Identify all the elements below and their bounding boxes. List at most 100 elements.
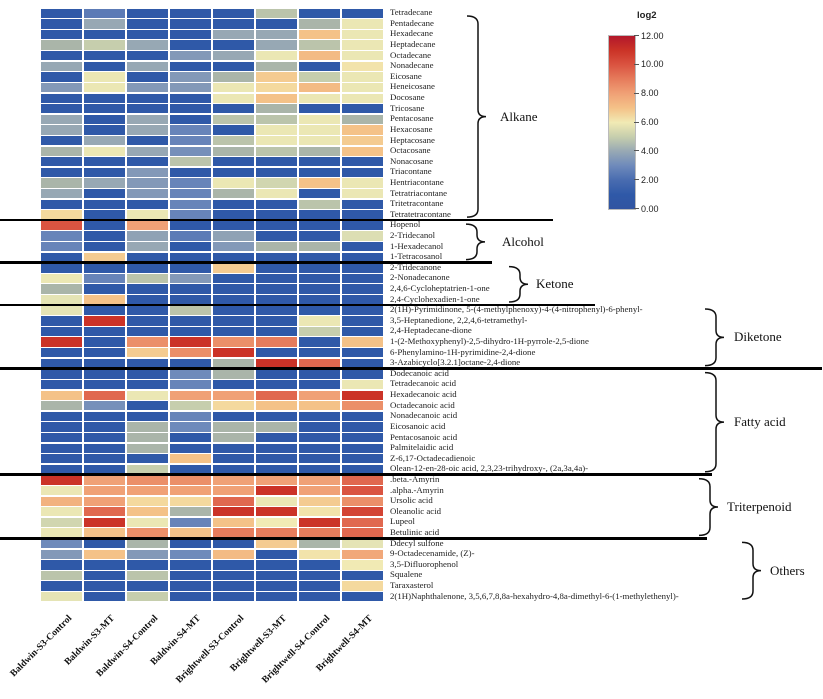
heatmap-cell xyxy=(341,411,384,422)
heatmap-cell xyxy=(255,199,298,209)
heatmap-cell xyxy=(255,592,298,602)
heatmap-cell xyxy=(298,273,341,284)
heatmap-cell xyxy=(169,570,212,581)
heatmap-cell xyxy=(126,29,169,40)
heatmap-cell xyxy=(126,146,169,156)
heatmap-cell xyxy=(169,538,212,549)
heatmap-cell xyxy=(169,475,212,485)
row-label: 2-Tridecanol xyxy=(390,229,436,240)
heatmap-cell xyxy=(83,549,126,559)
row-label: Tetradecanoic acid xyxy=(390,378,457,389)
heatmap-cell xyxy=(298,40,341,50)
heatmap-cell xyxy=(298,570,341,581)
heatmap-cell xyxy=(83,19,126,29)
heatmap-cell xyxy=(83,29,126,40)
heatmap-cell xyxy=(169,242,212,252)
heatmap-cell xyxy=(341,305,384,315)
heatmap-cell xyxy=(40,432,83,443)
heatmap-cell xyxy=(126,379,169,390)
heatmap-cell xyxy=(83,411,126,422)
heatmap-cell xyxy=(83,326,126,337)
row-label: Hexadecanoic acid xyxy=(390,389,457,400)
heatmap-cell xyxy=(298,8,341,18)
heatmap-cell xyxy=(40,135,83,146)
row-label: 9-Octadecenamide, (Z)- xyxy=(390,548,475,559)
heatmap-cell xyxy=(169,273,212,284)
heatmap-cell xyxy=(40,390,83,400)
heatmap-cell xyxy=(255,485,298,496)
heatmap-cell xyxy=(40,528,83,538)
heatmap-cell xyxy=(40,61,83,71)
heatmap-cell xyxy=(169,464,212,475)
heatmap-cell xyxy=(212,475,255,485)
heatmap-cell xyxy=(169,337,212,347)
heatmap-cell xyxy=(341,369,384,379)
heatmap-cell xyxy=(83,507,126,517)
heatmap-cell xyxy=(126,411,169,422)
heatmap-cell xyxy=(126,337,169,347)
heatmap-cell xyxy=(169,326,212,337)
row-label: 3,5-Heptanedione, 2,2,4,6-tetramethyl- xyxy=(390,314,528,325)
heatmap-cell xyxy=(126,390,169,400)
heatmap-cell xyxy=(298,167,341,178)
heatmap-cell xyxy=(40,51,83,61)
legend-tick-mark xyxy=(634,179,639,181)
heatmap-cell xyxy=(126,507,169,517)
heatmap-cell xyxy=(83,61,126,71)
heatmap-cell xyxy=(298,220,341,231)
heatmap-cell xyxy=(255,432,298,443)
row-label: 1-(2-Methoxyphenyl)-2,5-dihydro-1H-pyrro… xyxy=(390,336,589,346)
heatmap-cell xyxy=(169,61,212,71)
row-label: Olean-12-en-28-oic acid, 2,3,23-trihydro… xyxy=(390,463,589,474)
heatmap-cell xyxy=(126,220,169,231)
heatmap-cell xyxy=(83,570,126,581)
heatmap-cell xyxy=(83,178,126,188)
group-separator-line xyxy=(0,537,707,540)
heatmap-cell xyxy=(83,517,126,528)
heatmap-cell xyxy=(255,528,298,538)
row-label: Palmitelaidic acid xyxy=(390,442,454,453)
group-bracket xyxy=(465,223,486,261)
heatmap-cell xyxy=(83,104,126,114)
heatmap-cell xyxy=(212,146,255,156)
legend-tick-label: 2.00 xyxy=(641,174,659,185)
heatmap-cell xyxy=(40,82,83,93)
heatmap-cell xyxy=(126,8,169,18)
heatmap-cell xyxy=(40,422,83,432)
heatmap-cell xyxy=(212,538,255,549)
heatmap-cell xyxy=(40,157,83,167)
row-label: Docosane xyxy=(390,92,425,103)
heatmap-cell xyxy=(212,496,255,506)
heatmap-cell xyxy=(40,114,83,125)
heatmap-cell xyxy=(126,549,169,559)
heatmap-cell xyxy=(40,167,83,178)
heatmap-cell xyxy=(126,51,169,61)
row-label: 1-Hexadecanol xyxy=(390,240,444,251)
heatmap-cell xyxy=(126,199,169,209)
heatmap-cell xyxy=(40,305,83,315)
group-separator-line xyxy=(0,218,553,222)
heatmap-cell xyxy=(169,581,212,591)
group-separator-line xyxy=(0,261,492,264)
heatmap-cell xyxy=(169,157,212,167)
heatmap-cell xyxy=(212,188,255,199)
heatmap-cell xyxy=(212,517,255,528)
heatmap-cell xyxy=(40,29,83,40)
heatmap-cell xyxy=(341,528,384,538)
heatmap-cell xyxy=(83,337,126,347)
heatmap-cell xyxy=(126,305,169,315)
heatmap-cell xyxy=(255,8,298,18)
row-label: Tetratetracontane xyxy=(390,208,451,219)
legend-tick-label: 0.00 xyxy=(641,203,659,214)
heatmap-cell xyxy=(298,592,341,602)
heatmap-cell xyxy=(298,157,341,167)
heatmap-cell xyxy=(341,454,384,464)
row-label: Pentadecane xyxy=(390,17,434,28)
heatmap-cell xyxy=(255,517,298,528)
heatmap-cell xyxy=(341,592,384,602)
heatmap-cell xyxy=(169,496,212,506)
heatmap-cell xyxy=(341,581,384,591)
row-label: Tetradecane xyxy=(390,7,433,18)
heatmap-cell xyxy=(341,263,384,273)
heatmap-cell xyxy=(298,210,341,220)
